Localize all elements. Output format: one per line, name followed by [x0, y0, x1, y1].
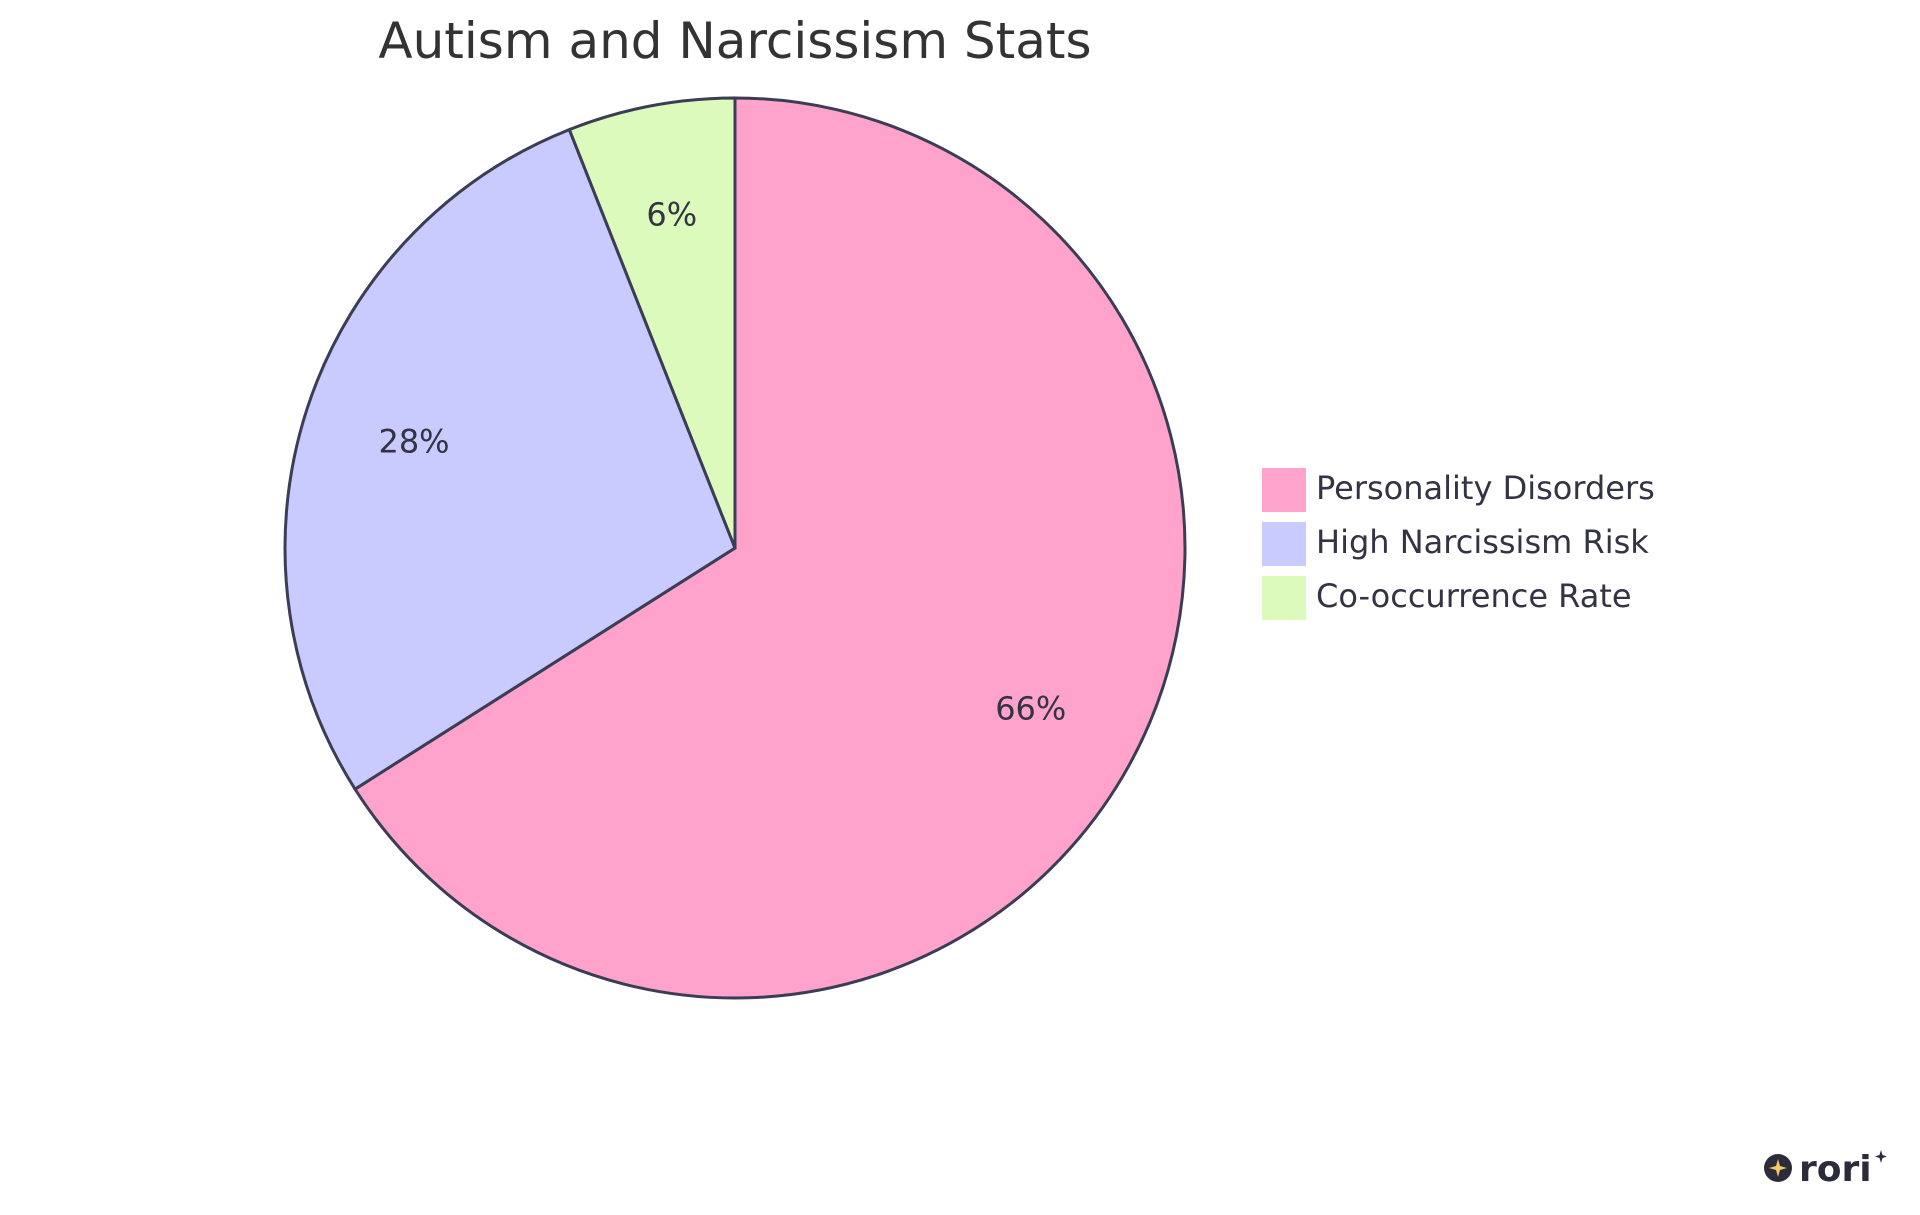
rori-logo: rori — [1764, 1149, 1887, 1190]
slice-labels: 66% 28% 6% — [378, 195, 1066, 727]
slice-label: 6% — [646, 195, 697, 233]
legend-swatch — [1262, 522, 1306, 566]
pie-slice-personality-disorders — [352, 96, 1187, 1000]
pie-slice-high-narcissism-risk — [283, 127, 737, 792]
slice-label: 28% — [378, 423, 449, 461]
legend-label: High Narcissism Risk — [1316, 523, 1649, 561]
pie-slice-co-occurrence-rate — [567, 96, 737, 549]
chart-title: Autism and Narcissism Stats — [378, 12, 1091, 70]
legend-label: Co-occurrence Rate — [1316, 577, 1632, 615]
logo-sparkle-icon — [1875, 1150, 1887, 1163]
legend: Personality Disorders High Narcissism Ris… — [1262, 468, 1655, 620]
slice-label: 66% — [995, 690, 1066, 728]
logo-star-icon — [1769, 1159, 1787, 1177]
legend-swatch — [1262, 468, 1306, 512]
pie-slices — [283, 96, 1187, 1000]
logo-text: rori — [1799, 1149, 1872, 1190]
legend-label: Personality Disorders — [1316, 469, 1655, 507]
legend-swatch — [1262, 576, 1306, 620]
